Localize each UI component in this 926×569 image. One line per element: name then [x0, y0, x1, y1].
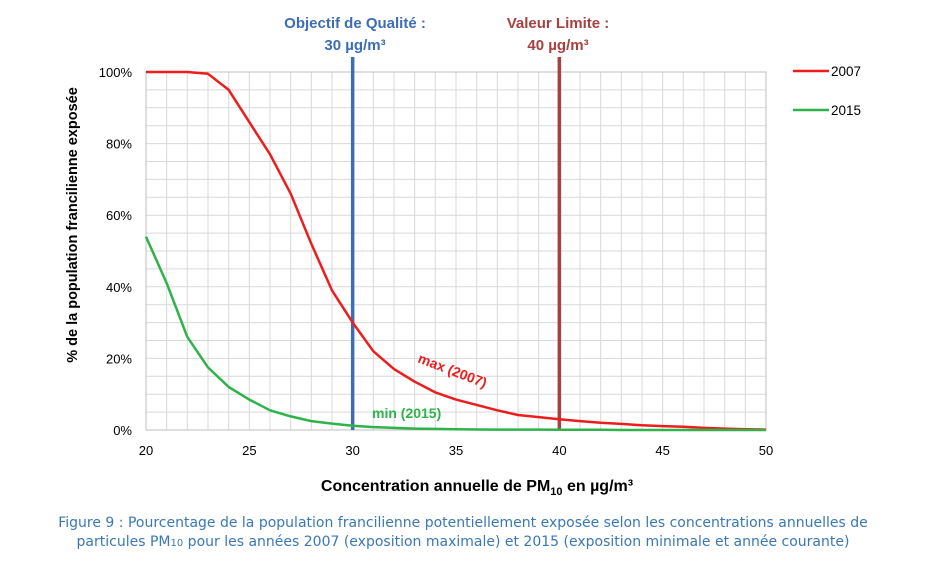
axis-ticks: 0% 20% 40% 60% 80% 100% 20 25 30 35 40 45 50: [99, 65, 773, 458]
series-line-2007: [146, 70, 767, 431]
x-tick-label: 25: [242, 443, 256, 458]
caption-line-2-sub: 10: [170, 538, 184, 549]
y-tick-label: 40%: [106, 280, 132, 295]
chart: 0% 20% 40% 60% 80% 100% 20 25 30 35 40 45 50 % de la…: [65, 15, 861, 498]
annotation-max-2007: max (2007): [416, 350, 489, 391]
x-axis-label: Concentration annuelle de PM10 en µg/m³: [321, 478, 633, 498]
x-axis-label-main: Concentration annuelle de PM: [321, 478, 550, 495]
y-tick-label: 20%: [106, 351, 132, 366]
x-axis-label-unit: en µg/m³: [563, 478, 634, 495]
series-lines: [144, 70, 767, 432]
chart-grid: [145, 71, 767, 431]
y-tick-label: 80%: [106, 137, 132, 152]
quality-objective-label-line2: 30 µg/m³: [324, 37, 385, 54]
reference-lines: [350, 57, 562, 430]
annotation-min-2015: min (2015): [372, 405, 441, 421]
quality-objective-label-line1: Objectif de Qualité :: [284, 15, 426, 32]
x-tick-label: 45: [655, 443, 669, 458]
y-tick-label: 100%: [99, 65, 133, 80]
legend-label-2015: 2015: [831, 103, 861, 118]
limit-value-label-line1: Valeur Limite :: [507, 15, 610, 32]
y-tick-label: 60%: [106, 208, 132, 223]
x-tick-label: 35: [449, 443, 463, 458]
caption-line-2-start: particules PM: [76, 534, 171, 550]
figure-caption: Figure 9 : Pourcentage de la population …: [10, 514, 916, 553]
x-axis-label-sub: 10: [550, 486, 562, 498]
y-axis-label: % de la population francilienne exposée: [65, 87, 81, 363]
caption-line-1: Figure 9 : Pourcentage de la population …: [58, 515, 868, 531]
x-tick-label: 20: [139, 443, 153, 458]
limit-value-label-line2: 40 µg/m³: [527, 37, 588, 54]
x-tick-label: 30: [345, 443, 359, 458]
series-line-2015: [144, 236, 766, 432]
legend: 2007 2015: [793, 64, 861, 118]
caption-line-2: particules PM10 pour les années 2007 (ex…: [10, 533, 916, 553]
x-tick-label: 50: [759, 443, 773, 458]
x-tick-label: 40: [552, 443, 566, 458]
legend-label-2007: 2007: [831, 64, 861, 79]
y-tick-label: 0%: [113, 423, 132, 438]
caption-line-2-end: pour les années 2007 (exposition maximal…: [183, 534, 850, 550]
